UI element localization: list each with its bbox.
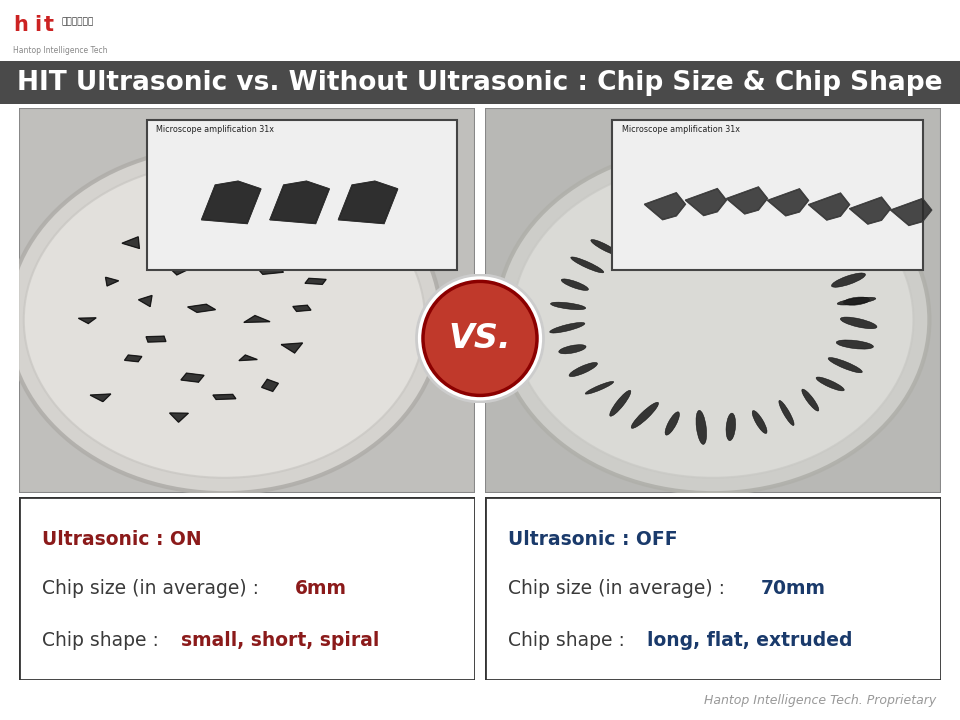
Ellipse shape	[828, 358, 862, 373]
Polygon shape	[891, 199, 931, 225]
Ellipse shape	[644, 207, 660, 236]
FancyBboxPatch shape	[485, 497, 941, 680]
Ellipse shape	[837, 297, 876, 305]
Polygon shape	[79, 318, 96, 323]
Circle shape	[423, 282, 537, 395]
Polygon shape	[685, 189, 727, 215]
Text: 70mm: 70mm	[760, 580, 826, 598]
FancyBboxPatch shape	[485, 108, 941, 493]
Ellipse shape	[759, 204, 776, 235]
Ellipse shape	[496, 146, 929, 493]
FancyBboxPatch shape	[19, 497, 475, 680]
Ellipse shape	[696, 410, 707, 444]
Text: HIT Ultrasonic vs. Without Ultrasonic : Chip Size & Chip Shape: HIT Ultrasonic vs. Without Ultrasonic : …	[17, 70, 943, 96]
Polygon shape	[122, 237, 139, 248]
Polygon shape	[338, 181, 397, 223]
Polygon shape	[146, 336, 166, 342]
Polygon shape	[281, 343, 302, 353]
Ellipse shape	[586, 382, 613, 394]
Ellipse shape	[632, 402, 659, 428]
Ellipse shape	[844, 297, 870, 305]
Polygon shape	[244, 315, 270, 323]
Ellipse shape	[816, 377, 844, 391]
Text: small, short, spiral: small, short, spiral	[181, 631, 379, 650]
Ellipse shape	[550, 302, 586, 310]
Text: Microscope amplification 31x: Microscope amplification 31x	[156, 125, 274, 135]
Text: Ultrasonic : OFF: Ultrasonic : OFF	[508, 530, 677, 549]
Polygon shape	[180, 373, 204, 382]
Text: Chip shape :: Chip shape :	[508, 631, 631, 650]
Polygon shape	[644, 193, 685, 220]
Text: Microscope amplification 31x: Microscope amplification 31x	[622, 125, 739, 135]
Text: Chip size (in average) :: Chip size (in average) :	[508, 580, 731, 598]
Ellipse shape	[550, 323, 585, 333]
Text: Hantop Intelligence Tech. Proprietary: Hantop Intelligence Tech. Proprietary	[704, 694, 936, 707]
Polygon shape	[231, 257, 245, 267]
Text: Hantop Intelligence Tech: Hantop Intelligence Tech	[13, 46, 108, 55]
Ellipse shape	[836, 340, 874, 349]
Ellipse shape	[675, 199, 685, 231]
Polygon shape	[262, 379, 278, 392]
Ellipse shape	[24, 162, 425, 478]
Ellipse shape	[610, 390, 631, 416]
Ellipse shape	[802, 389, 819, 411]
Text: Chip shape :: Chip shape :	[42, 631, 165, 650]
Polygon shape	[90, 394, 110, 402]
Ellipse shape	[831, 273, 866, 287]
Ellipse shape	[779, 400, 794, 426]
Ellipse shape	[665, 412, 680, 435]
Ellipse shape	[840, 317, 876, 329]
Polygon shape	[270, 181, 329, 223]
Ellipse shape	[590, 240, 619, 255]
Ellipse shape	[562, 279, 588, 290]
Ellipse shape	[513, 162, 914, 478]
Text: Ultrasonic : ON: Ultrasonic : ON	[42, 530, 202, 549]
Polygon shape	[138, 295, 152, 307]
Text: long, flat, extruded: long, flat, extruded	[647, 631, 852, 650]
Polygon shape	[256, 265, 283, 274]
Polygon shape	[850, 197, 891, 224]
Polygon shape	[106, 277, 119, 286]
Polygon shape	[213, 395, 236, 400]
Circle shape	[417, 275, 543, 402]
Ellipse shape	[726, 413, 735, 441]
Ellipse shape	[820, 254, 850, 267]
Ellipse shape	[783, 220, 804, 240]
Polygon shape	[727, 187, 768, 214]
Polygon shape	[273, 239, 295, 247]
Ellipse shape	[806, 233, 827, 256]
Polygon shape	[768, 189, 808, 216]
Polygon shape	[125, 355, 142, 361]
FancyBboxPatch shape	[612, 120, 923, 270]
Ellipse shape	[753, 410, 767, 433]
Ellipse shape	[569, 362, 597, 377]
Polygon shape	[168, 266, 192, 275]
Ellipse shape	[559, 345, 586, 354]
Polygon shape	[239, 355, 257, 361]
Ellipse shape	[735, 197, 743, 230]
Text: h: h	[13, 15, 28, 35]
Text: Chip size (in average) :: Chip size (in average) :	[42, 580, 265, 598]
Text: VS.: VS.	[448, 322, 512, 355]
Ellipse shape	[8, 146, 441, 493]
Polygon shape	[188, 305, 215, 312]
Ellipse shape	[707, 195, 713, 229]
Polygon shape	[189, 228, 214, 235]
FancyBboxPatch shape	[147, 120, 457, 270]
Polygon shape	[293, 305, 311, 311]
Text: 漢鼎智慧科技: 漢鼎智慧科技	[61, 17, 94, 26]
Polygon shape	[808, 193, 850, 220]
Text: i: i	[34, 15, 41, 35]
Text: t: t	[44, 15, 54, 35]
Text: 6mm: 6mm	[295, 580, 348, 598]
FancyBboxPatch shape	[19, 108, 475, 493]
Polygon shape	[170, 413, 188, 422]
FancyBboxPatch shape	[0, 61, 960, 104]
Ellipse shape	[618, 222, 635, 243]
Polygon shape	[202, 181, 261, 223]
Polygon shape	[305, 279, 326, 284]
Ellipse shape	[571, 257, 604, 273]
